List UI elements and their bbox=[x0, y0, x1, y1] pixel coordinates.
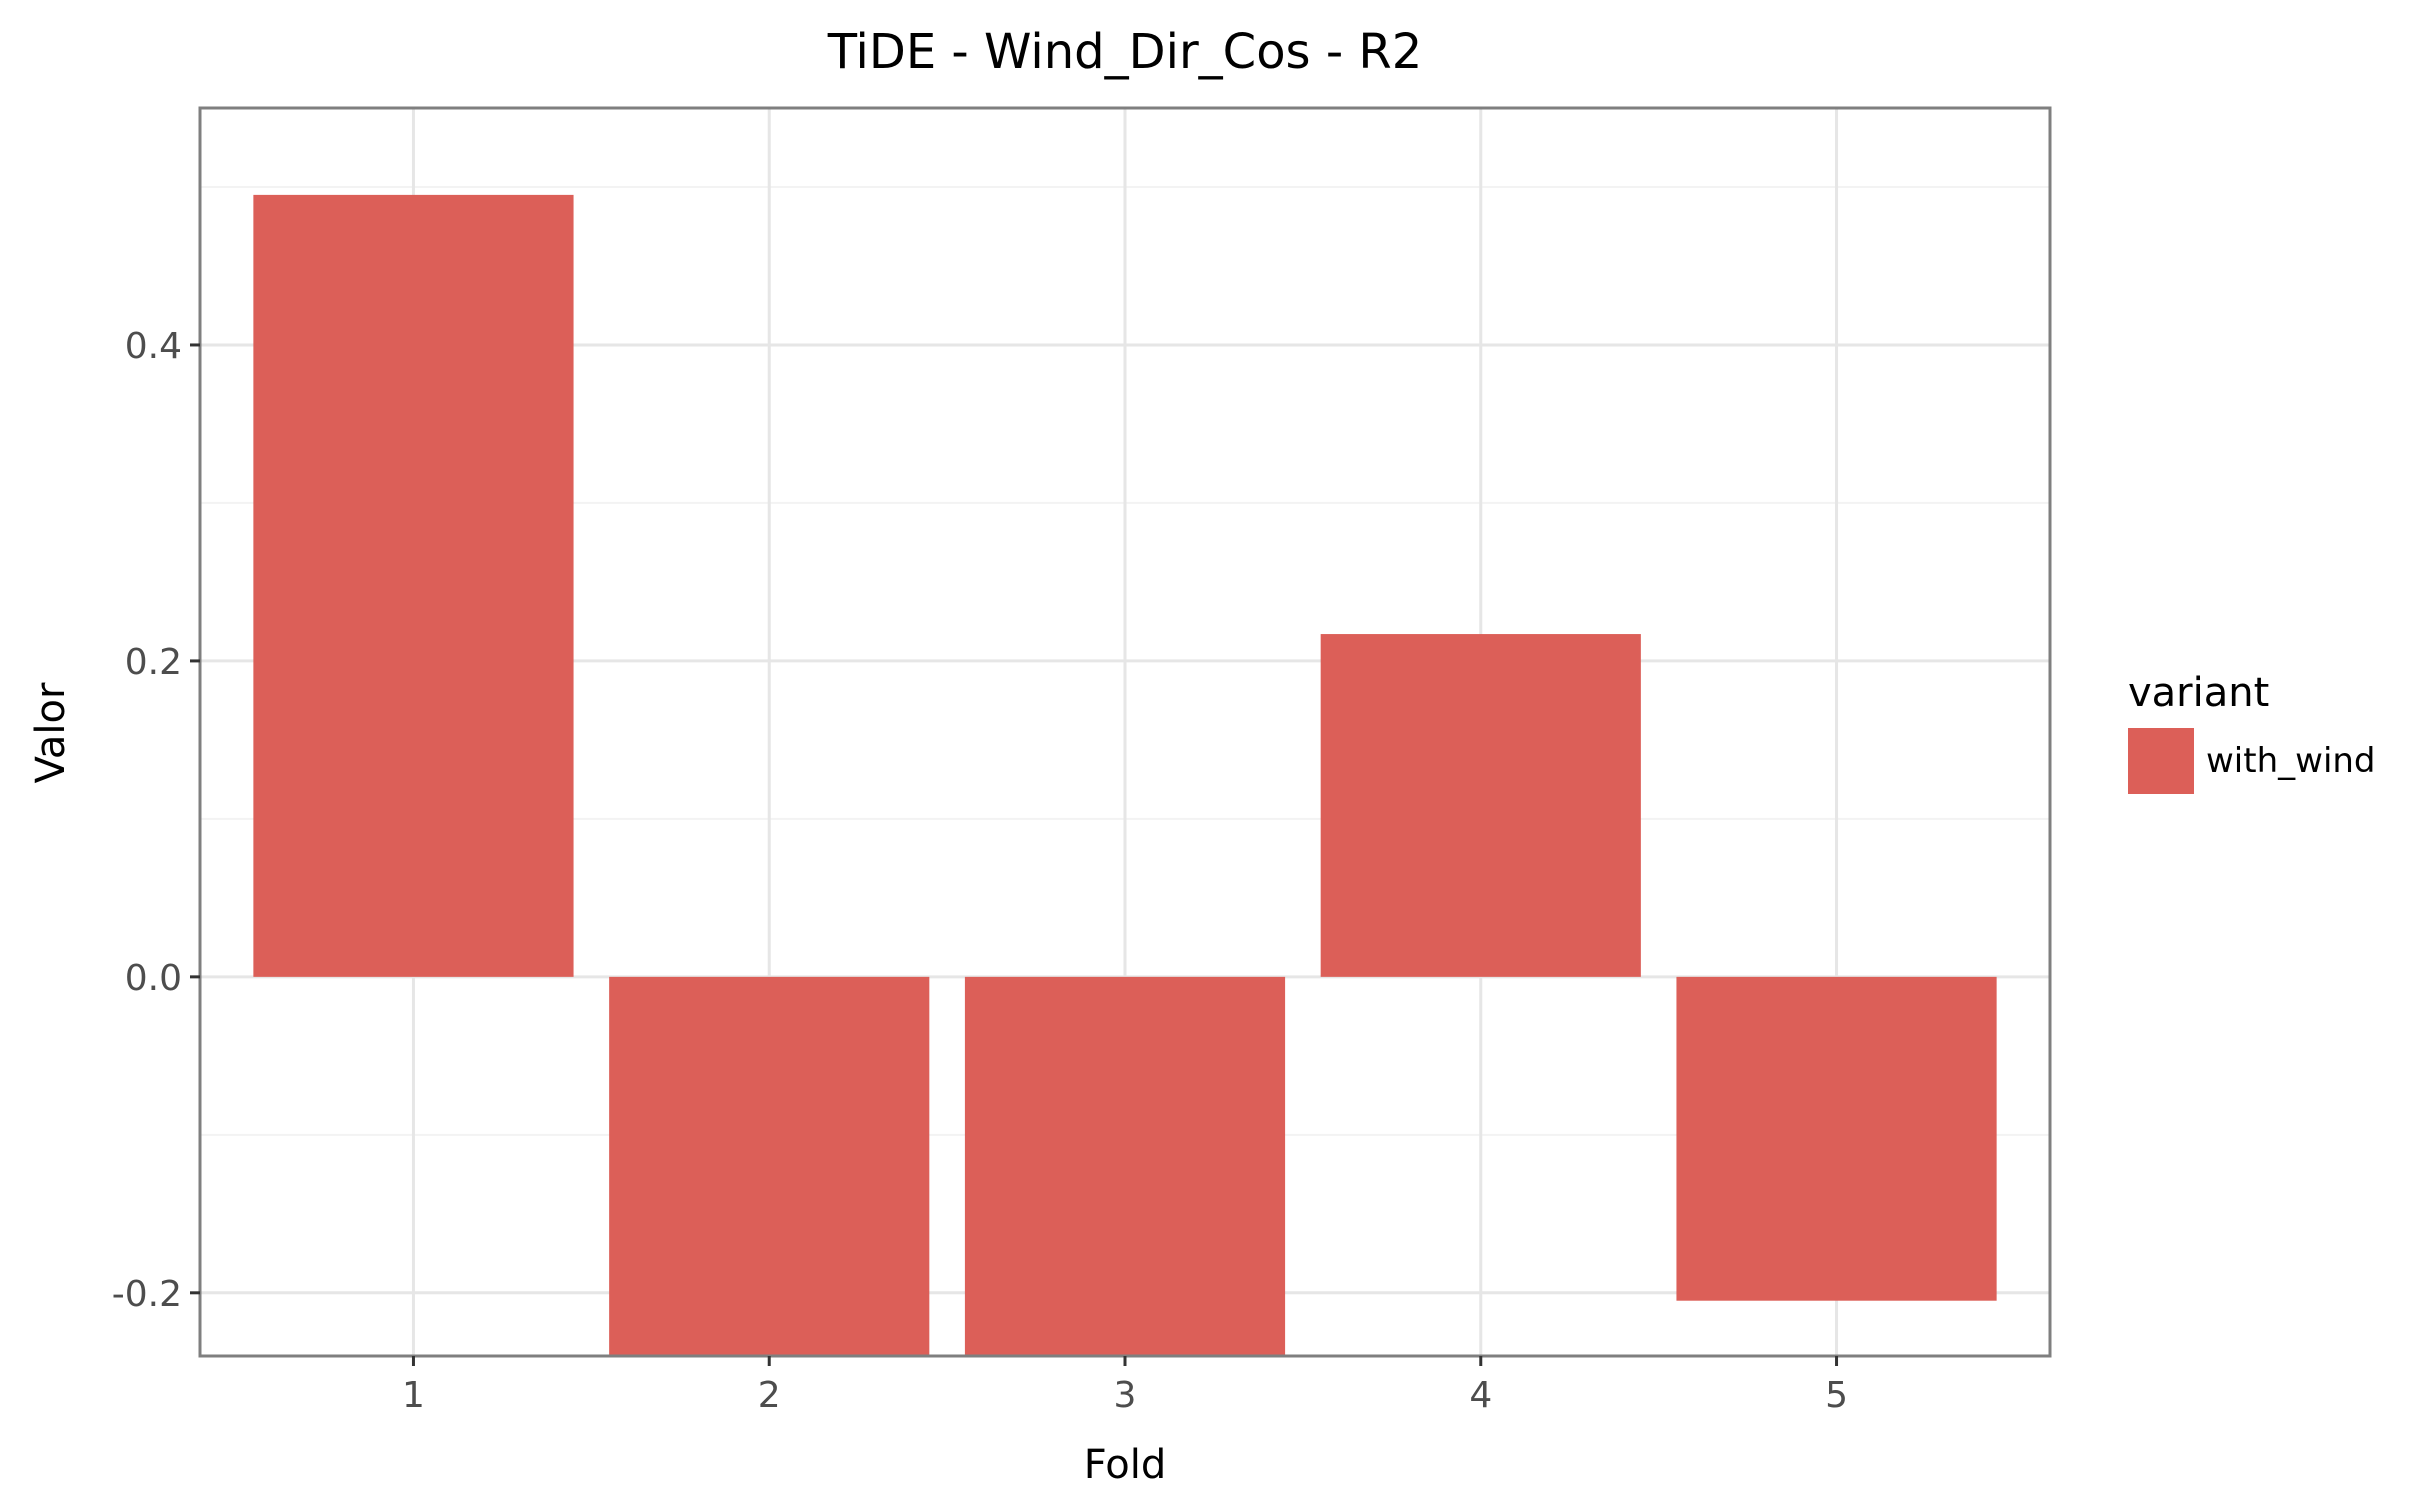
bars bbox=[253, 194, 1997, 1356]
x-tick-label: 5 bbox=[1825, 1375, 1848, 1416]
x-tick-label: 4 bbox=[1469, 1375, 1492, 1416]
x-tick-label: 3 bbox=[1114, 1375, 1137, 1416]
bar-fold-5 bbox=[1676, 976, 1997, 1301]
y-axis: -0.2 0.0 0.2 0.4 bbox=[112, 326, 200, 1315]
chart-title: TiDE - Wind_Dir_Cos - R2 bbox=[827, 24, 1423, 80]
plot-panel bbox=[198, 106, 2052, 1358]
bar-fold-1 bbox=[253, 194, 574, 977]
y-tick-label: -0.2 bbox=[112, 1274, 182, 1315]
legend-title: variant bbox=[2128, 670, 2269, 716]
y-axis-label: Valor bbox=[28, 682, 74, 783]
y-tick-label: 0.2 bbox=[125, 642, 182, 683]
x-tick-label: 2 bbox=[758, 1375, 781, 1416]
bar-fold-2 bbox=[609, 976, 930, 1356]
legend: variant with_wind bbox=[2128, 670, 2376, 794]
x-tick-label: 1 bbox=[402, 1375, 425, 1416]
y-tick-label: 0.4 bbox=[125, 326, 182, 367]
y-tick-label: 0.0 bbox=[125, 958, 182, 999]
x-axis: 1 2 3 4 5 bbox=[402, 1356, 1848, 1416]
x-axis-label: Fold bbox=[1084, 1442, 1167, 1488]
legend-label-with-wind: with_wind bbox=[2206, 741, 2376, 781]
legend-key-with-wind bbox=[2128, 728, 2194, 794]
bar-fold-4 bbox=[1320, 634, 1641, 977]
bar-fold-3 bbox=[964, 976, 1286, 1356]
